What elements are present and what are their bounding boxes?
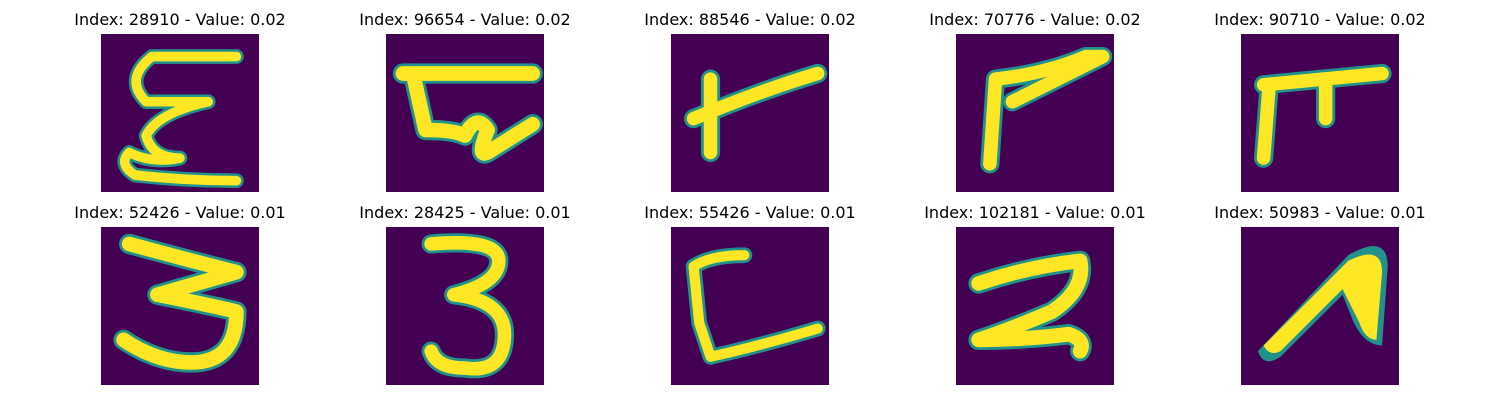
glyph-stroke xyxy=(395,66,541,161)
panel-10: Index: 50983 - Value: 0.01 xyxy=(1160,203,1480,393)
panel-title: Index: 88546 - Value: 0.02 xyxy=(644,10,856,29)
panel-title: Index: 96654 - Value: 0.02 xyxy=(359,10,571,29)
glyph-stroke xyxy=(688,250,823,362)
digit-image xyxy=(1241,227,1399,385)
panel-title: Index: 90710 - Value: 0.02 xyxy=(1214,10,1426,29)
panel-9: Index: 102181 - Value: 0.01 xyxy=(875,203,1195,393)
panel-title: Index: 55426 - Value: 0.01 xyxy=(644,203,856,222)
panel-3: Index: 88546 - Value: 0.02 xyxy=(590,10,910,200)
glyph-fill xyxy=(1263,254,1383,354)
panel-title: Index: 102181 - Value: 0.01 xyxy=(924,203,1146,222)
glyph-stroke xyxy=(424,236,512,376)
digit-image xyxy=(671,34,829,192)
glyph-stroke xyxy=(971,253,1089,359)
glyph-stroke xyxy=(1256,66,1389,165)
panel-title: Index: 50983 - Value: 0.01 xyxy=(1214,203,1426,222)
digit-image xyxy=(386,227,544,385)
digit-image xyxy=(386,34,544,192)
panel-5: Index: 90710 - Value: 0.02 xyxy=(1160,10,1480,200)
panel-title: Index: 70776 - Value: 0.02 xyxy=(929,10,1141,29)
panel-2: Index: 96654 - Value: 0.02 xyxy=(305,10,625,200)
glyph-stroke xyxy=(116,236,244,370)
digit-image xyxy=(671,227,829,385)
glyph-stroke xyxy=(119,51,242,186)
digit-image xyxy=(1241,34,1399,192)
digit-image xyxy=(101,227,259,385)
panel-1: Index: 28910 - Value: 0.02 xyxy=(20,10,340,200)
digit-image xyxy=(101,34,259,192)
panel-7: Index: 28425 - Value: 0.01 xyxy=(305,203,625,393)
panel-title: Index: 52426 - Value: 0.01 xyxy=(74,203,286,222)
panel-4: Index: 70776 - Value: 0.02 xyxy=(875,10,1195,200)
panel-title: Index: 28425 - Value: 0.01 xyxy=(359,203,571,222)
panel-title: Index: 28910 - Value: 0.02 xyxy=(74,10,286,29)
panel-6: Index: 52426 - Value: 0.01 xyxy=(20,203,340,393)
digit-image xyxy=(956,227,1114,385)
digit-image xyxy=(956,34,1114,192)
glyph-stroke xyxy=(686,66,825,160)
glyph-stroke xyxy=(983,49,1110,171)
panel-8: Index: 55426 - Value: 0.01 xyxy=(590,203,910,393)
